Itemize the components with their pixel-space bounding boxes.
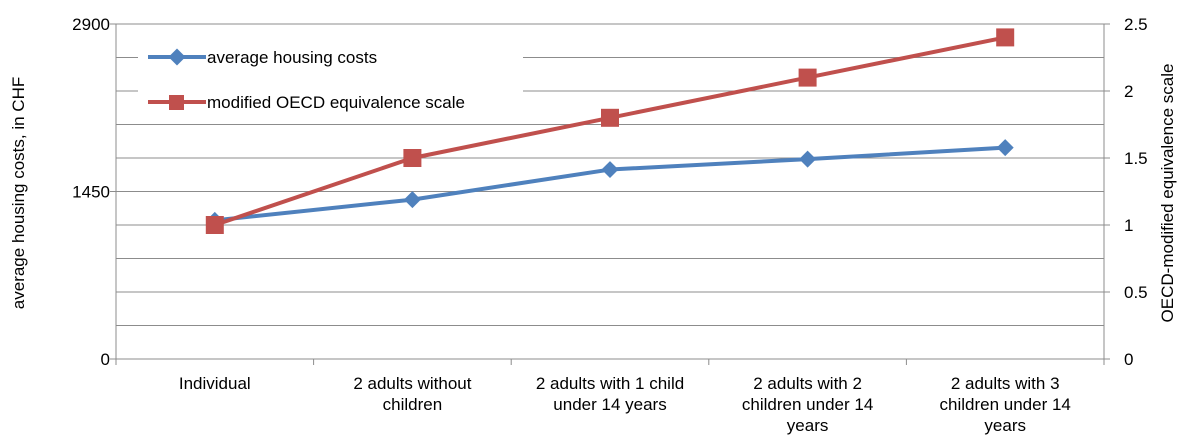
category-label: 2 adults with 3 children under 14 years [940,374,1071,435]
data-point-square [798,68,817,87]
right-axis-title: OECD-modified equivalence scale [1158,64,1177,323]
data-point-diamond [403,191,421,209]
data-point-square [403,149,422,167]
series-lines [205,28,1015,234]
legend-background [138,40,523,123]
left-tick-label: 0 [101,350,110,369]
gridlines [116,23,1104,326]
data-point-square [601,108,619,127]
legend-item-1: modified OECD equivalence scale [148,93,465,112]
right-tick-label: 0 [1124,350,1133,369]
axes [110,23,1110,365]
category-label: 2 adults without children [353,374,471,414]
right-tick-label: 2.5 [1124,15,1148,34]
legend-label-1: modified OECD equivalence scale [207,93,465,112]
data-point-diamond [799,150,817,168]
left-tick-label: 2900 [72,15,110,34]
left-axis-tick-labels: 0 1450 2900 [72,15,110,369]
category-axis-labels: Individual 2 adults without children 2 adul… [179,374,1071,435]
category-label: 2 adults with 1 child under 14 years [536,374,684,414]
right-tick-label: 1.5 [1124,149,1148,168]
right-axis-tick-labels: 0 0.5 1 1.5 2 2.5 [1124,15,1148,369]
legend: average housing costs modified OECD equi… [138,40,523,123]
category-label: 2 adults with 2 children under 14 years [742,374,873,435]
legend-label-0: average housing costs [207,48,377,67]
data-point-diamond [601,161,619,179]
data-point-square [205,216,224,234]
data-point-diamond [996,139,1014,157]
left-axis-title: average housing costs, in CHF [9,77,28,309]
left-tick-label: 1450 [72,183,110,202]
right-tick-label: 2 [1124,82,1133,101]
legend-marker-1 [169,95,184,110]
category-label: Individual [179,374,251,393]
right-tick-label: 1 [1124,216,1133,235]
legend-item-0: average housing costs [148,48,377,67]
right-tick-label: 0.5 [1124,283,1148,302]
data-point-square [996,28,1015,47]
